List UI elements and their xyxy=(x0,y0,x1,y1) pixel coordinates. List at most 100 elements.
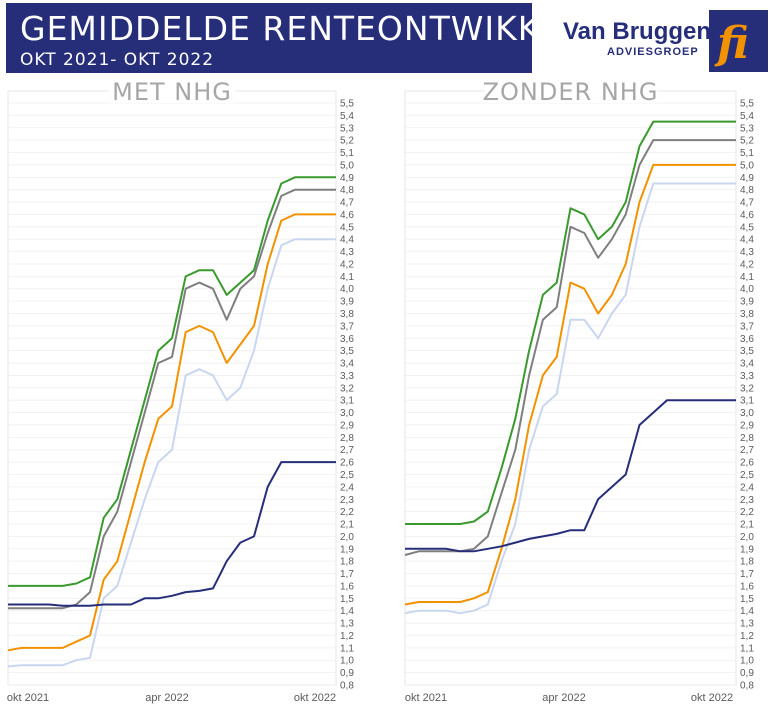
chart-met-nhg-y-tick-label: 5,4 xyxy=(340,111,354,122)
chart-met-nhg-y-tick-label: 2,7 xyxy=(340,445,354,456)
chart-met-nhg-y-tick-label: 4,2 xyxy=(340,259,354,270)
chart-zonder-nhg-y-tick-label: 5,3 xyxy=(740,123,754,134)
chart-met-nhg-y-tick-label: 3,4 xyxy=(340,359,354,370)
chart-met-nhg-y-tick-label: 2,3 xyxy=(340,495,354,506)
chart-met-nhg-y-tick-label: 4,4 xyxy=(340,235,354,246)
chart-met-nhg-series-line-1 xyxy=(8,176,336,587)
chart-met-nhg-y-tick-label: 0,8 xyxy=(340,681,354,692)
brand-logo-icon: fi xyxy=(709,10,768,72)
chart-zonder-nhg-series-line-3 xyxy=(404,163,736,606)
chart-met-nhg-title: MET NHG xyxy=(112,80,232,106)
chart-zonder-nhg-y-tick-label: 2,5 xyxy=(740,470,754,481)
chart-met-nhg-y-tick-label: 1,1 xyxy=(340,643,354,654)
chart-zonder-nhg-y-tick-label: 4,4 xyxy=(740,235,754,246)
chart-zonder-nhg-x-tick-label: apr 2022 xyxy=(542,692,585,704)
chart-zonder-nhg-y-tick-label: 2,0 xyxy=(740,532,754,543)
chart-met-nhg-title-bg xyxy=(108,81,236,103)
chart-met-nhg-y-tick-label: 4,0 xyxy=(340,284,354,295)
chart-met-nhg-y-tick-label: 1,4 xyxy=(340,606,354,617)
chart-met-nhg-y-tick-label: 2,0 xyxy=(340,532,354,543)
chart-met-nhg-y-tick-label: 2,5 xyxy=(340,470,354,481)
chart-zonder-nhg-y-tick-label: 4,0 xyxy=(740,284,754,295)
chart-zonder-nhg-y-tick-label: 4,1 xyxy=(740,272,754,283)
chart-met-nhg-y-tick-label: 3,6 xyxy=(340,334,354,345)
chart-zonder-nhg-y-tick-label: 3,1 xyxy=(740,396,754,407)
chart-met-nhg-y-tick-label: 1,2 xyxy=(340,631,354,642)
chart-met-nhg-y-tick-label: 5,2 xyxy=(340,136,354,147)
chart-met-nhg-y-tick-label: 3,7 xyxy=(340,321,354,332)
chart-met-nhg-y-tick-label: 4,8 xyxy=(340,185,354,196)
chart-zonder-nhg-y-tick-label: 1,0 xyxy=(740,656,754,667)
chart-zonder-nhg-y-tick-label: 5,4 xyxy=(740,111,754,122)
chart-met-nhg-y-tick-label: 4,5 xyxy=(340,222,354,233)
chart-zonder-nhg-y-tick-label: 1,1 xyxy=(740,643,754,654)
chart-met-nhg-y-tick-label: 4,3 xyxy=(340,247,354,258)
chart-zonder-nhg-y-tick-label: 2,1 xyxy=(740,520,754,531)
brand-subtitle: ADVIESGROEP xyxy=(607,46,699,58)
chart-met-nhg-y-tick-label: 2,8 xyxy=(340,433,354,444)
chart-met-nhg-y-tick-label: 3,2 xyxy=(340,383,354,394)
page-title: GEMIDDELDE RENTEONTWIKKELING xyxy=(20,9,645,48)
chart-zonder-nhg-y-tick-label: 1,9 xyxy=(740,544,754,555)
brand-name: Van Bruggen xyxy=(563,18,712,45)
chart-zonder-nhg-y-tick-label: 3,9 xyxy=(740,297,754,308)
chart-zonder-nhg-y-tick-label: 3,5 xyxy=(740,346,754,357)
chart-met-nhg-y-tick-label: 1,5 xyxy=(340,594,354,605)
chart-zonder-nhg-y-tick-label: 4,9 xyxy=(740,173,754,184)
chart-zonder-nhg-y-tick-label: 0,9 xyxy=(740,668,754,679)
chart-zonder-nhg-y-tick-label: 5,2 xyxy=(740,136,754,147)
svg-text:fi: fi xyxy=(714,18,749,69)
chart-zonder-nhg-y-tick-label: 3,2 xyxy=(740,383,754,394)
chart-met-nhg-y-tick-label: 2,9 xyxy=(340,420,354,431)
chart-zonder-nhg-y-tick-label: 3,0 xyxy=(740,408,754,419)
chart-met-nhg-y-tick-label: 2,1 xyxy=(340,520,354,531)
chart-zonder-nhg-y-tick-label: 3,3 xyxy=(740,371,754,382)
chart-met-nhg-x-tick-label: okt 2022 xyxy=(294,692,336,704)
chart-zonder-nhg-y-tick-label: 2,2 xyxy=(740,507,754,518)
chart-met-nhg-series-line-2 xyxy=(8,188,336,610)
chart-zonder-nhg-y-tick-label: 1,4 xyxy=(740,606,754,617)
chart-zonder-nhg-y-tick-label: 5,1 xyxy=(740,148,754,159)
chart-met-nhg-series-line-3 xyxy=(7,213,336,652)
chart-zonder-nhg-series-line-5 xyxy=(405,399,736,553)
chart-met-nhg-y-tick-label: 4,6 xyxy=(340,210,354,221)
charts-svg: 0,80,91,01,11,21,31,41,51,61,71,81,92,02… xyxy=(7,78,754,704)
chart-zonder-nhg-y-tick-label: 1,2 xyxy=(740,631,754,642)
header: GEMIDDELDE RENTEONTWIKKELING OKT 2021- O… xyxy=(0,0,777,78)
chart-met-nhg-y-tick-label: 3,3 xyxy=(340,371,354,382)
chart-met-nhg-y-tick-label: 1,7 xyxy=(340,569,354,580)
chart-zonder-nhg-y-tick-label: 4,6 xyxy=(740,210,754,221)
chart-zonder-nhg-y-tick-label: 2,8 xyxy=(740,433,754,444)
chart-met-nhg-y-tick-label: 5,3 xyxy=(340,123,354,134)
chart-zonder-nhg-y-tick-label: 1,5 xyxy=(740,594,754,605)
chart-zonder-nhg-y-tick-label: 1,3 xyxy=(740,619,754,630)
chart-met-nhg-y-tick-label: 3,5 xyxy=(340,346,354,357)
chart-zonder-nhg-title: ZONDER NHG xyxy=(483,80,659,106)
chart-zonder-nhg-y-tick-label: 4,3 xyxy=(740,247,754,258)
chart-zonder-nhg-y-tick-label: 4,8 xyxy=(740,185,754,196)
chart-zonder-nhg-y-tick-label: 2,3 xyxy=(740,495,754,506)
chart-zonder-nhg-y-tick-label: 4,2 xyxy=(740,259,754,270)
chart-met-nhg-y-tick-label: 1,0 xyxy=(340,656,354,667)
chart-met-nhg-y-tick-label: 1,3 xyxy=(340,619,354,630)
chart-zonder-nhg-y-tick-label: 1,6 xyxy=(740,581,754,592)
chart-met-nhg-y-tick-label: 4,1 xyxy=(340,272,354,283)
chart-zonder-nhg-y-tick-label: 0,8 xyxy=(740,681,754,692)
chart-met-nhg-x-tick-label: apr 2022 xyxy=(145,692,188,704)
chart-zonder-nhg-y-tick-label: 2,9 xyxy=(740,420,754,431)
chart-met-nhg-y-tick-label: 2,6 xyxy=(340,458,354,469)
chart-zonder-nhg-y-tick-label: 1,7 xyxy=(740,569,754,580)
chart-zonder-nhg-y-tick-label: 2,4 xyxy=(740,482,754,493)
chart-met-nhg-y-tick-label: 0,9 xyxy=(340,668,354,679)
chart-met-nhg-y-tick-label: 4,7 xyxy=(340,198,354,209)
page-subtitle: OKT 2021- OKT 2022 xyxy=(20,50,215,70)
title-banner: GEMIDDELDE RENTEONTWIKKELING OKT 2021- O… xyxy=(6,3,644,73)
chart-zonder-nhg-x-tick-label: okt 2022 xyxy=(691,692,733,704)
chart-zonder-nhg-y-tick-label: 2,7 xyxy=(740,445,754,456)
chart-met-nhg-y-tick-label: 2,4 xyxy=(340,482,354,493)
chart-zonder-nhg-y-tick-label: 5,0 xyxy=(740,160,754,171)
chart-met-nhg-y-tick-label: 5,5 xyxy=(340,99,354,110)
chart-met-nhg-series-line-5 xyxy=(8,461,336,607)
chart-zonder-nhg-y-tick-label: 3,4 xyxy=(740,359,754,370)
chart-zonder-nhg-y-tick-label: 3,8 xyxy=(740,309,754,320)
